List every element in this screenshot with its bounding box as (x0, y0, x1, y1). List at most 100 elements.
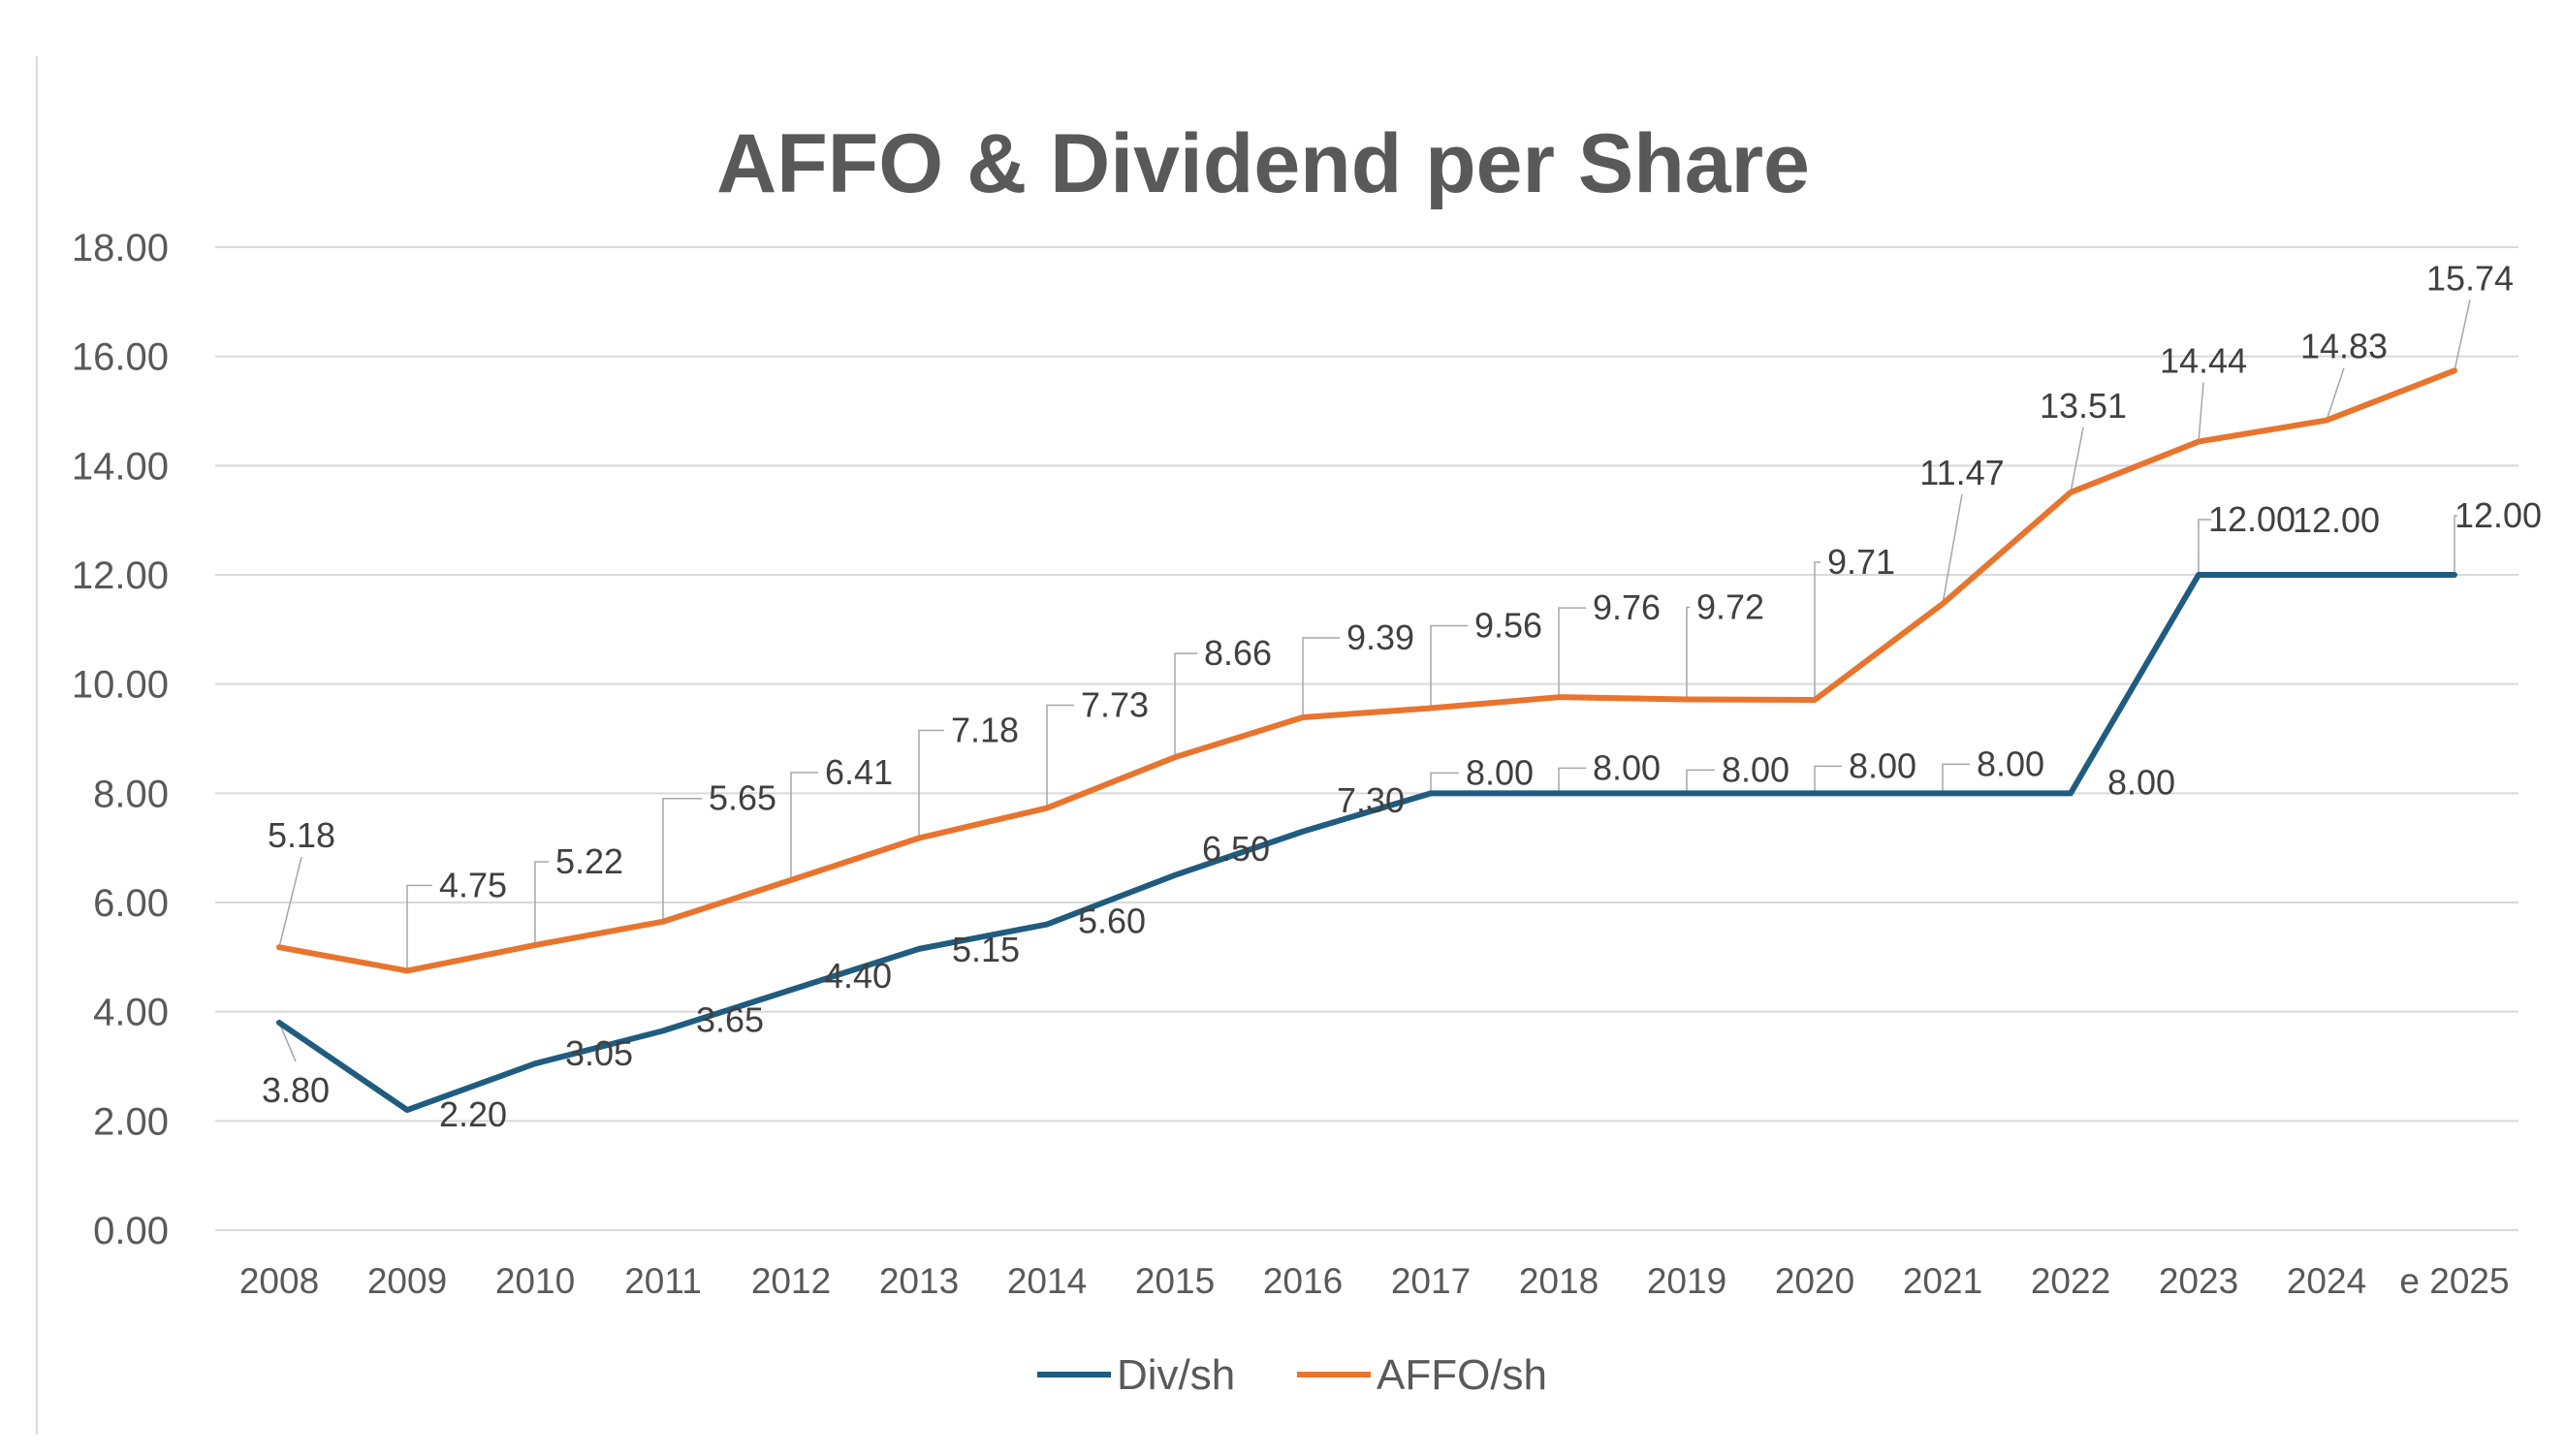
x-tick-label: 2010 (495, 1261, 575, 1301)
data-label: 8.66 (1204, 633, 1272, 673)
leader-line (1686, 606, 1690, 700)
leader-line (278, 1022, 297, 1062)
legend-label-div: Div/sh (1117, 1351, 1235, 1399)
data-label: 9.71 (1827, 542, 1895, 582)
x-tick-label: 2017 (1391, 1261, 1471, 1301)
series-line-affo (276, 367, 2457, 974)
data-label: 8.00 (1849, 745, 1916, 785)
data-label: 13.51 (2040, 386, 2127, 426)
legend: Div/sh AFFO/sh (1037, 1351, 1547, 1399)
data-label: 3.80 (262, 1070, 330, 1110)
x-tick-label: 2021 (1903, 1261, 1982, 1301)
chart-title: AFFO & Dividend per Share (716, 117, 1810, 210)
leader-line (1686, 769, 1715, 794)
x-tick-label: 2019 (1647, 1261, 1726, 1301)
leader-line (1942, 493, 1963, 604)
x-axis-ticks: 2008 2009 2010 2011 2012 2013 2014 2015 2016 2017… (239, 1261, 2510, 1301)
x-tick-label: 2016 (1263, 1261, 1343, 1301)
leader-line (1302, 637, 1340, 718)
x-tick-label: 2020 (1775, 1261, 1854, 1301)
x-tick-label: 2008 (239, 1261, 319, 1301)
leader-line (406, 884, 432, 971)
data-label: 12.00 (2208, 499, 2296, 539)
data-label: 5.22 (555, 841, 623, 881)
x-tick-label: 2024 (2287, 1261, 2366, 1301)
leader-line (1046, 704, 1074, 808)
leader-line (1558, 607, 1586, 698)
data-label: 12.00 (2454, 495, 2542, 535)
leader-line (662, 797, 702, 922)
leader-line (1430, 624, 1468, 709)
leader-line (2198, 382, 2204, 442)
data-label: 8.00 (1466, 752, 1534, 792)
leader-line (1430, 772, 1459, 794)
data-label: 3.05 (565, 1033, 633, 1073)
leader-line (1174, 652, 1197, 758)
data-label: 7.73 (1081, 685, 1149, 725)
x-tick-label: 2011 (624, 1261, 702, 1301)
data-label: 3.65 (696, 999, 764, 1039)
data-label: 9.39 (1346, 617, 1414, 657)
data-label: 2.20 (439, 1094, 507, 1134)
leader-line (278, 857, 302, 948)
data-label: 5.60 (1078, 902, 1146, 941)
data-label: 8.00 (1593, 747, 1661, 787)
leader-line (2070, 427, 2084, 493)
data-label: 12.00 (2293, 500, 2380, 540)
leader-line (918, 729, 944, 839)
data-label: 6.41 (825, 752, 893, 792)
leader-line (1814, 561, 1821, 701)
data-label: 5.65 (709, 778, 776, 818)
y-tick-label: 10.00 (72, 664, 169, 707)
x-tick-label: 2022 (2031, 1261, 2110, 1301)
y-tick-label: 16.00 (72, 336, 169, 379)
leader-line (534, 861, 549, 945)
data-label: 15.74 (2426, 258, 2514, 298)
y-tick-label: 12.00 (72, 554, 169, 597)
leader-line (1558, 767, 1586, 794)
series-lines (276, 367, 2457, 1114)
data-label: 4.40 (824, 956, 892, 996)
data-label: 14.44 (2160, 341, 2247, 381)
data-label: 9.76 (1593, 587, 1661, 627)
data-label: 7.30 (1337, 780, 1405, 820)
data-label: 5.18 (268, 815, 335, 855)
y-tick-label: 2.00 (93, 1100, 169, 1143)
data-labels: 3.80 2.20 3.05 3.65 4.40 5.15 5.60 6.50 7.30 8.00… (262, 258, 2542, 1134)
y-tick-label: 8.00 (93, 773, 169, 815)
data-label: 4.75 (439, 865, 507, 904)
data-label: 14.83 (2300, 327, 2388, 366)
data-label: 7.18 (951, 711, 1019, 750)
legend-label-affo: AFFO/sh (1377, 1351, 1547, 1399)
leader-line (1942, 763, 1970, 794)
leader-line (790, 772, 818, 880)
data-label: 6.50 (1202, 829, 1270, 869)
y-tick-label: 18.00 (72, 227, 169, 269)
y-tick-label: 4.00 (93, 992, 169, 1034)
x-tick-label: 2023 (2159, 1261, 2238, 1301)
x-tick-label: 2014 (1007, 1261, 1087, 1301)
x-tick-label: 2015 (1135, 1261, 1215, 1301)
y-tick-label: 6.00 (93, 882, 169, 925)
leader-line (1814, 765, 1842, 794)
data-label: 8.00 (1722, 749, 1789, 789)
y-tick-label: 0.00 (93, 1210, 169, 1252)
y-axis-ticks: 0.00 2.00 4.00 6.00 8.00 10.00 12.00 14.00 16.00… (72, 227, 169, 1252)
gridlines (215, 246, 2518, 1231)
data-label: 8.00 (2107, 762, 2175, 802)
data-label: 11.47 (1919, 453, 2004, 492)
x-tick-label: 2009 (367, 1261, 447, 1301)
leader-line (2454, 515, 2457, 575)
x-tick-label: e 2025 (2399, 1261, 2509, 1301)
label-leader-lines (278, 300, 2471, 1062)
x-tick-label: 2018 (1519, 1261, 1599, 1301)
data-label: 9.72 (1696, 586, 1764, 626)
x-tick-label: 2013 (879, 1261, 959, 1301)
leader-line (2198, 519, 2211, 575)
data-label: 8.00 (1977, 744, 2044, 783)
leader-line (2326, 367, 2345, 421)
series-line-div (276, 572, 2457, 1114)
data-label: 5.15 (952, 930, 1020, 969)
x-tick-label: 2012 (751, 1261, 831, 1301)
